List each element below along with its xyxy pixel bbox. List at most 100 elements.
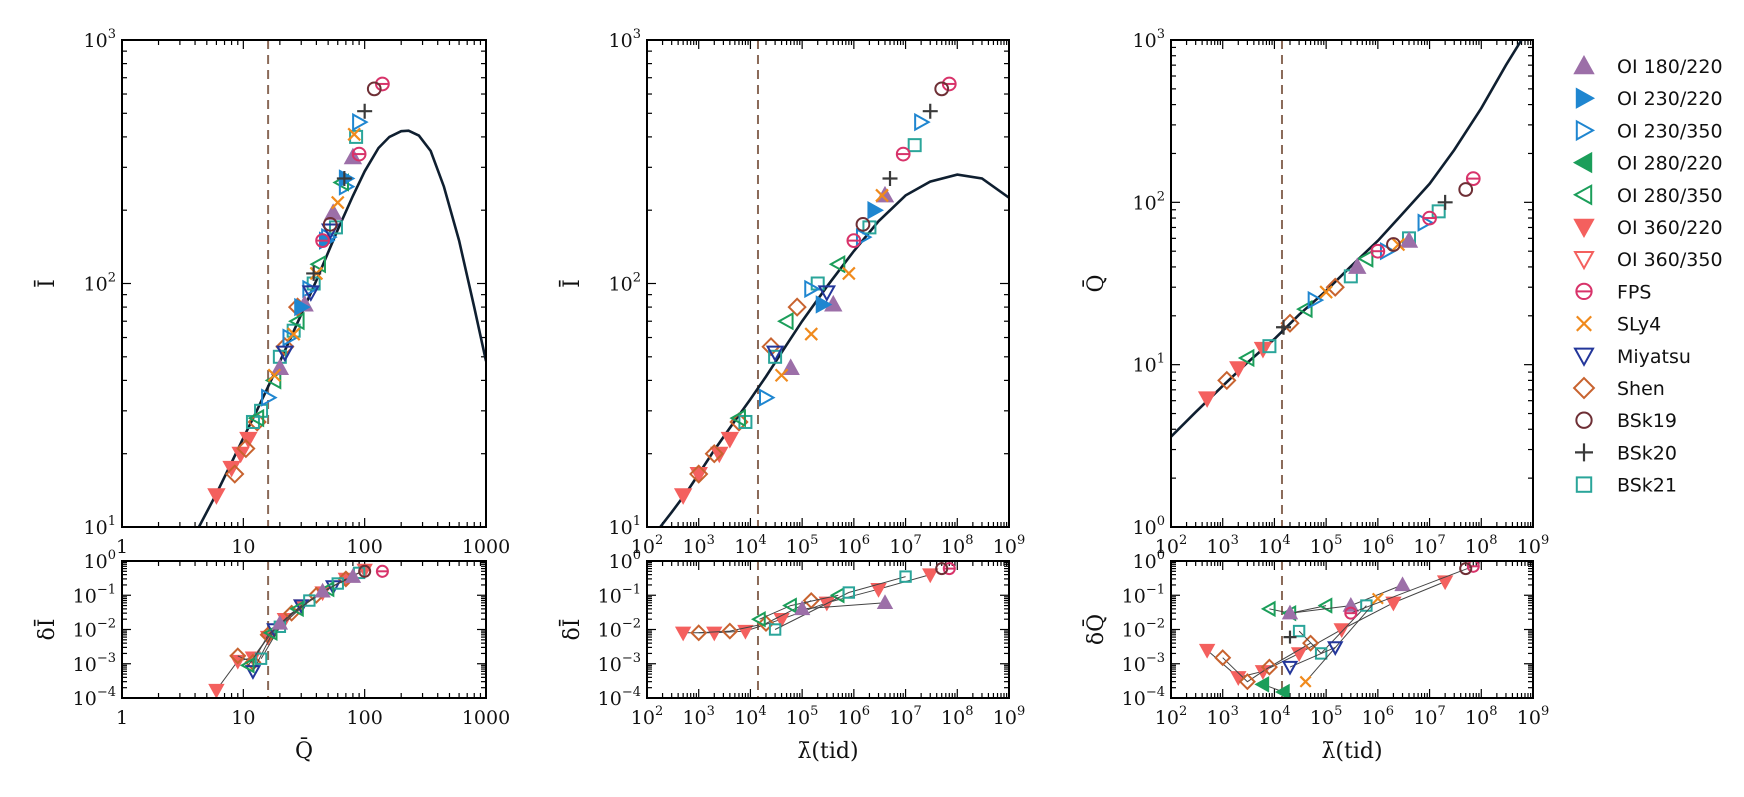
series-fps — [1344, 561, 1480, 620]
data-point — [706, 626, 723, 642]
series-oi-180-220 — [1281, 576, 1411, 620]
legend-label: OI 360/220 — [1617, 217, 1723, 239]
y-tick-label: 10−2 — [1122, 617, 1165, 642]
x-tick-label: 102 — [631, 704, 663, 729]
y-tick-label: 100 — [1133, 514, 1165, 539]
series-oi-360-220 — [207, 431, 258, 505]
legend-marker — [1575, 87, 1596, 109]
data-point — [761, 337, 781, 357]
plot-frame — [121, 560, 487, 699]
data-point — [1296, 299, 1313, 319]
data-point — [1237, 348, 1255, 368]
series-bsk19 — [1386, 182, 1474, 252]
data-point — [690, 624, 708, 642]
data-point — [875, 188, 889, 203]
data-point — [774, 368, 789, 383]
data-point — [262, 624, 278, 642]
legend-item: OI 230/220 — [1575, 87, 1723, 110]
y-tick-label: 103 — [1133, 27, 1165, 52]
y-tick-label: 101 — [84, 514, 116, 539]
data-point — [1437, 194, 1453, 210]
plot-frame — [646, 560, 1010, 699]
data-point — [914, 112, 931, 132]
x-tick-label: 103 — [682, 704, 714, 729]
x-tick-label: 104 — [1258, 533, 1290, 558]
y-tick-label: 100 — [1133, 548, 1165, 573]
data-point — [1344, 606, 1358, 620]
data-point — [765, 345, 785, 363]
data-point — [922, 568, 939, 584]
data-point — [247, 408, 265, 428]
data-point — [321, 223, 340, 241]
series-sly4 — [1319, 237, 1406, 299]
series-oi-180-220 — [1348, 231, 1419, 274]
x-axis-label: λ̄(tid) — [1321, 739, 1382, 764]
data-point — [815, 295, 833, 314]
x-tick-label: 108 — [1465, 533, 1497, 558]
data-point — [907, 138, 922, 153]
series-oi-180-220 — [781, 185, 895, 375]
data-point — [793, 600, 811, 616]
data-point — [314, 582, 331, 598]
x-tick-label: 106 — [838, 533, 870, 558]
x-tick-label: 107 — [1413, 533, 1445, 558]
x-tick-label: 10 — [231, 707, 255, 729]
data-point — [309, 255, 326, 274]
y-tick-label: 103 — [84, 27, 116, 52]
data-point — [1198, 643, 1216, 659]
data-point — [261, 388, 278, 407]
y-axis-label: Q̄ — [1082, 274, 1109, 292]
y-tick-label: 10−4 — [73, 685, 116, 710]
series-bsk20 — [1283, 630, 1297, 644]
data-point — [1327, 641, 1344, 656]
data-point — [1458, 182, 1474, 197]
data-point — [758, 388, 776, 407]
data-point — [239, 657, 255, 674]
data-point — [239, 431, 258, 449]
data-point — [1262, 339, 1277, 354]
y-tick-label: 103 — [609, 27, 641, 52]
legend-marker — [1573, 251, 1595, 271]
series-oi-280-350 — [1237, 249, 1374, 368]
series-line — [1206, 581, 1446, 678]
y-tick-label: 101 — [609, 514, 641, 539]
data-point — [1302, 634, 1320, 652]
data-point — [282, 328, 300, 347]
data-point — [288, 312, 305, 331]
legend-label: OI 280/220 — [1617, 153, 1723, 175]
legend-marker — [1573, 347, 1595, 367]
data-point — [1314, 647, 1328, 660]
legend-marker — [1572, 184, 1593, 206]
data-point — [1370, 243, 1386, 259]
x-tick-label: 102 — [1155, 533, 1187, 558]
legend-label: BSk20 — [1617, 442, 1677, 464]
y-axis-label: Ī — [559, 279, 585, 288]
data-point — [787, 297, 807, 317]
data-point — [720, 431, 740, 449]
y-tick-label: 100 — [609, 548, 641, 573]
series-sly4 — [774, 188, 889, 383]
data-point — [275, 345, 295, 363]
legend-label: OI 230/220 — [1617, 88, 1723, 110]
data-point — [1283, 630, 1297, 644]
data-point — [294, 297, 311, 317]
series-oi-180-220 — [271, 568, 362, 630]
y-axis-label: Ī — [34, 279, 60, 288]
data-point — [882, 170, 898, 186]
legend-item: BSk20 — [1575, 442, 1677, 464]
data-point — [1214, 649, 1232, 667]
series-shen — [690, 591, 820, 642]
data-point — [366, 81, 382, 97]
data-point — [867, 200, 884, 220]
x-tick-label: 107 — [889, 533, 921, 558]
legend-label: Shen — [1617, 378, 1665, 400]
series-miyatsu — [765, 285, 837, 363]
series-line — [1305, 598, 1379, 683]
data-point — [270, 358, 290, 375]
y-axis-label: δĪ — [34, 619, 60, 641]
data-point — [1276, 319, 1292, 335]
x-tick-label: 102 — [1155, 704, 1187, 729]
x-axis-label: Q̄ — [295, 737, 313, 764]
series-line — [252, 586, 334, 672]
